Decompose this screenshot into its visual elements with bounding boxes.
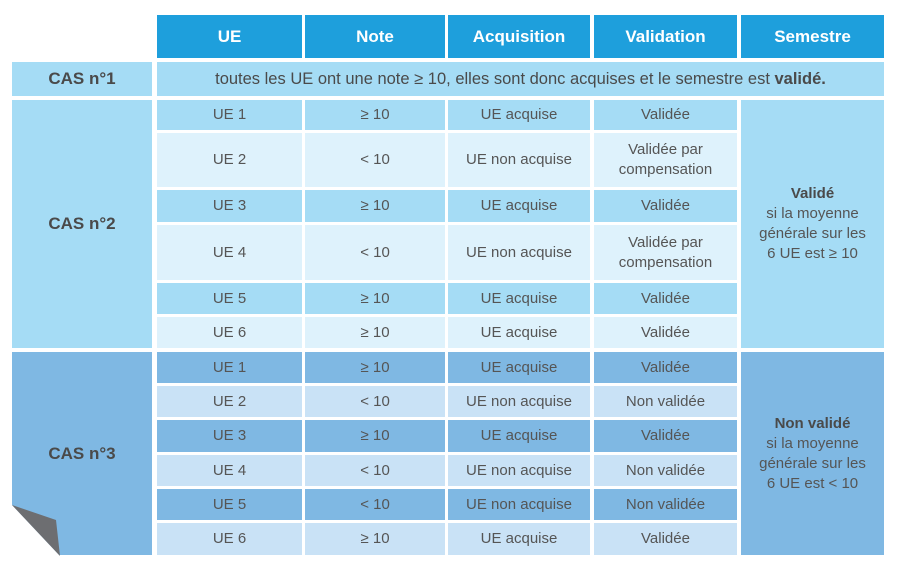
cell: < 10 <box>305 489 445 520</box>
cell: Validée par compensation <box>594 225 737 280</box>
semestre-title: Validé <box>790 185 835 202</box>
header-cell: Validation <box>594 15 737 58</box>
semestre-line: si la moyenne <box>766 434 859 452</box>
semestre-line: générale sur les <box>759 225 866 242</box>
fold <box>12 505 60 556</box>
cell: Validée <box>594 190 737 222</box>
cell: < 10 <box>305 455 445 486</box>
cell: UE acquise <box>448 317 590 348</box>
cell: UE acquise <box>448 190 590 222</box>
cell: UE 4 <box>157 455 302 486</box>
cell: < 10 <box>305 133 445 187</box>
cell: Validée <box>594 420 737 452</box>
cell: UE 2 <box>157 133 302 187</box>
cell: UE 1 <box>157 100 302 130</box>
semestre-line: si la moyenne <box>766 205 859 222</box>
cell: ≥ 10 <box>305 352 445 383</box>
cell: Validée <box>594 352 737 383</box>
cell: UE acquise <box>448 283 590 314</box>
cell: UE 3 <box>157 190 302 222</box>
cell: Non validée <box>594 489 737 520</box>
cell: ≥ 10 <box>305 190 445 222</box>
cell: Validée <box>594 317 737 348</box>
cell: UE 5 <box>157 489 302 520</box>
semestre-title: Non validé <box>774 414 851 432</box>
semestre-line: 6 UE est ≥ 10 <box>767 245 858 262</box>
cell: UE 5 <box>157 283 302 314</box>
cell: UE acquise <box>448 420 590 452</box>
cell: UE acquise <box>448 100 590 130</box>
cell: UE non acquise <box>448 489 590 520</box>
cell: < 10 <box>305 386 445 417</box>
cell: ≥ 10 <box>305 283 445 314</box>
cell: UE 3 <box>157 420 302 452</box>
cell: UE non acquise <box>448 133 590 187</box>
cell: ≥ 10 <box>305 317 445 348</box>
header-cell: Semestre <box>741 15 884 58</box>
header-cell: UE <box>157 15 302 58</box>
cell: ≥ 10 <box>305 420 445 452</box>
row-label: CAS n°2 <box>12 100 152 348</box>
cell: UE 6 <box>157 317 302 348</box>
cell: Non validée <box>594 386 737 417</box>
cell: UE non acquise <box>448 386 590 417</box>
cell: UE non acquise <box>448 225 590 280</box>
semestre-line: 6 UE est < 10 <box>766 474 859 492</box>
semestre-cell: Validé si la moyenne générale sur les 6 UE … <box>741 100 884 348</box>
cell: Non validée <box>594 455 737 486</box>
cell: UE 1 <box>157 352 302 383</box>
cell: ≥ 10 <box>305 100 445 130</box>
cell: Validée <box>594 283 737 314</box>
cell: Validée par compensation <box>594 133 737 187</box>
header-cell: Note <box>305 15 445 58</box>
cell: UE acquise <box>448 523 590 555</box>
cas1-bold: validé. <box>774 70 826 88</box>
cell: ≥ 10 <box>305 523 445 555</box>
semestre-cell: Non validé si la moyenne générale sur les 6… <box>741 352 884 555</box>
header-cell: Acquisition <box>448 15 590 58</box>
cell: UE 6 <box>157 523 302 555</box>
cell: UE acquise <box>448 352 590 383</box>
cas1-sentence: toutes les UE ont une note ≥ 10, elles s… <box>215 70 770 88</box>
cell: UE 2 <box>157 386 302 417</box>
cas1-text: toutes les UE ont une note ≥ 10, elles s… <box>157 62 884 96</box>
cell: UE non acquise <box>448 455 590 486</box>
cell: Validée <box>594 100 737 130</box>
cell: Validée <box>594 523 737 555</box>
cell: < 10 <box>305 225 445 280</box>
semestre-line: générale sur les <box>759 454 866 472</box>
row-label: CAS n°1 <box>12 62 152 96</box>
cell: UE 4 <box>157 225 302 280</box>
